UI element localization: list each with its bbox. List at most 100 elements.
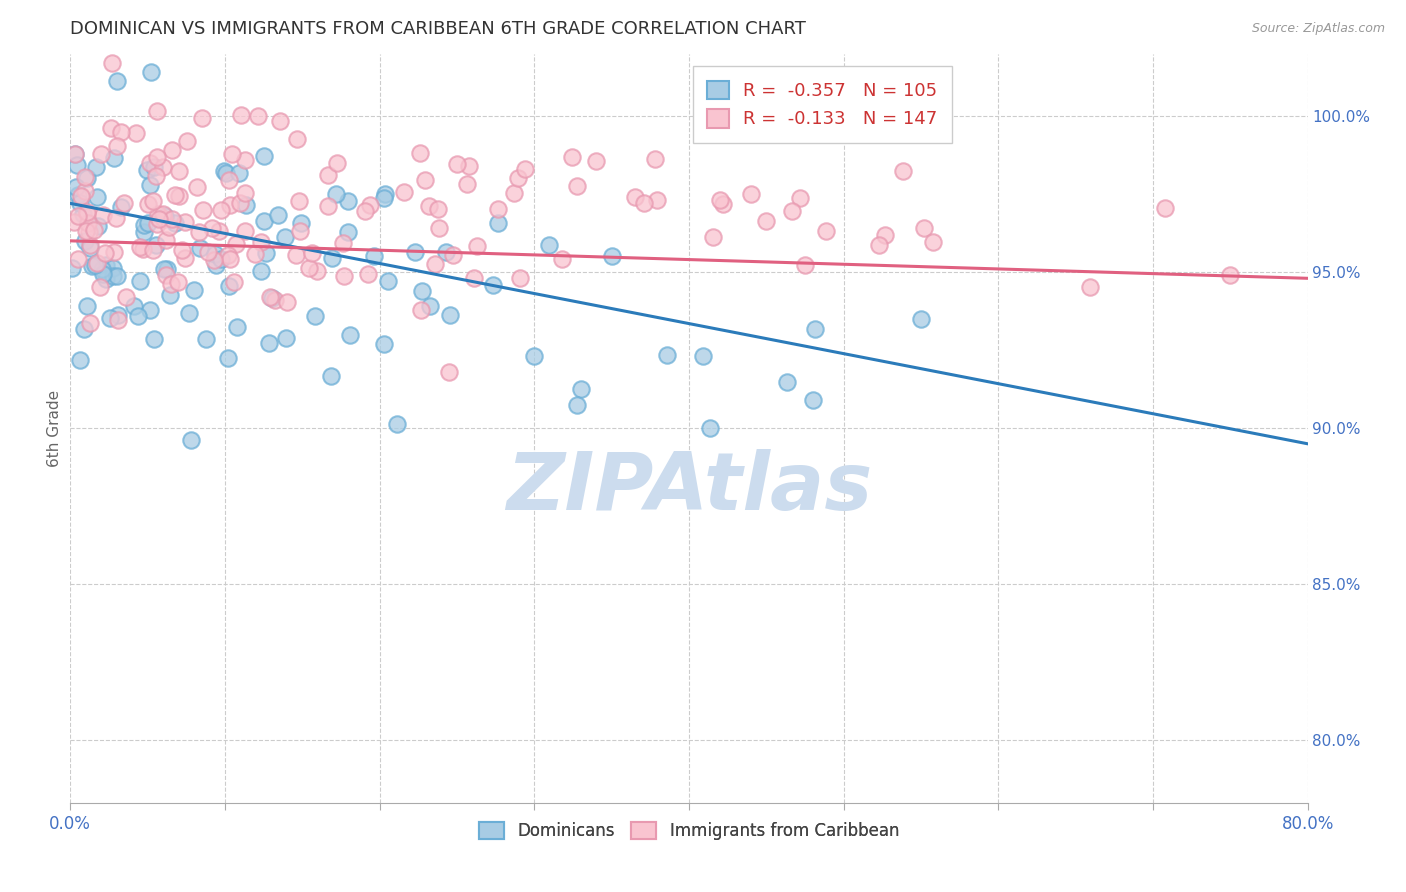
Point [195,332,218,346]
Point [159,287,181,301]
Point [69,196,91,211]
Point [105,269,128,284]
Point [89,279,111,293]
Point [167,164,190,178]
Point [115,290,138,304]
Point [502,186,524,200]
Point [136,197,159,211]
Point [794,258,817,272]
Point [285,248,308,262]
Point [103,151,125,165]
Point [565,398,588,412]
Point [125,126,148,140]
Point [633,196,655,211]
Point [434,245,457,260]
Point [1078,280,1101,294]
Point [645,193,668,207]
Point [804,322,827,336]
Point [218,248,240,262]
Point [316,199,339,213]
Point [101,56,124,70]
Point [107,74,129,88]
Point [112,195,135,210]
Point [755,213,778,227]
Point [441,248,464,262]
Point [86,190,108,204]
Point [138,302,160,317]
Point [155,233,177,247]
Point [186,180,208,194]
Point [910,312,932,326]
Point [439,308,461,322]
Point [79,238,101,252]
Point [145,169,167,184]
Point [163,216,186,230]
Point [155,268,177,282]
Point [73,184,96,198]
Point [789,191,811,205]
Point [304,309,326,323]
Point [413,173,436,187]
Point [208,223,231,237]
Y-axis label: 6th Grade: 6th Grade [46,390,62,467]
Point [100,120,122,135]
Point [427,221,450,235]
Point [456,177,478,191]
Point [218,173,240,187]
Point [276,331,298,345]
Point [339,327,361,342]
Point [132,225,155,239]
Text: ZIPAtlas: ZIPAtlas [506,449,872,527]
Point [411,302,433,317]
Point [91,267,114,281]
Point [321,251,343,265]
Point [377,274,399,288]
Point [482,277,505,292]
Point [325,187,347,202]
Point [75,224,97,238]
Point [602,250,624,264]
Point [173,215,195,229]
Point [148,212,170,227]
Point [160,211,183,226]
Point [333,269,356,284]
Point [148,207,170,221]
Point [218,278,240,293]
Point [253,213,276,227]
Point [188,226,211,240]
Point [122,299,145,313]
Point [167,188,190,202]
Point [569,382,592,396]
Point [101,261,124,276]
Point [146,150,169,164]
Point [91,262,114,277]
Point [373,337,395,351]
Point [77,217,100,231]
Point [69,352,91,367]
Point [66,188,89,202]
Point [225,319,247,334]
Point [209,252,232,266]
Point [644,152,666,166]
Point [711,197,734,211]
Point [513,161,536,176]
Point [332,235,354,250]
Point [146,104,169,119]
Point [82,259,104,273]
Point [249,235,271,249]
Point [354,203,377,218]
Point [815,223,838,237]
Point [259,290,281,304]
Point [215,165,238,179]
Point [67,209,90,223]
Point [204,258,226,272]
Point [325,156,347,170]
Point [692,349,714,363]
Point [157,220,180,235]
Point [418,199,440,213]
Point [183,283,205,297]
Point [288,224,311,238]
Point [142,244,165,258]
Point [523,349,546,363]
Point [922,235,945,250]
